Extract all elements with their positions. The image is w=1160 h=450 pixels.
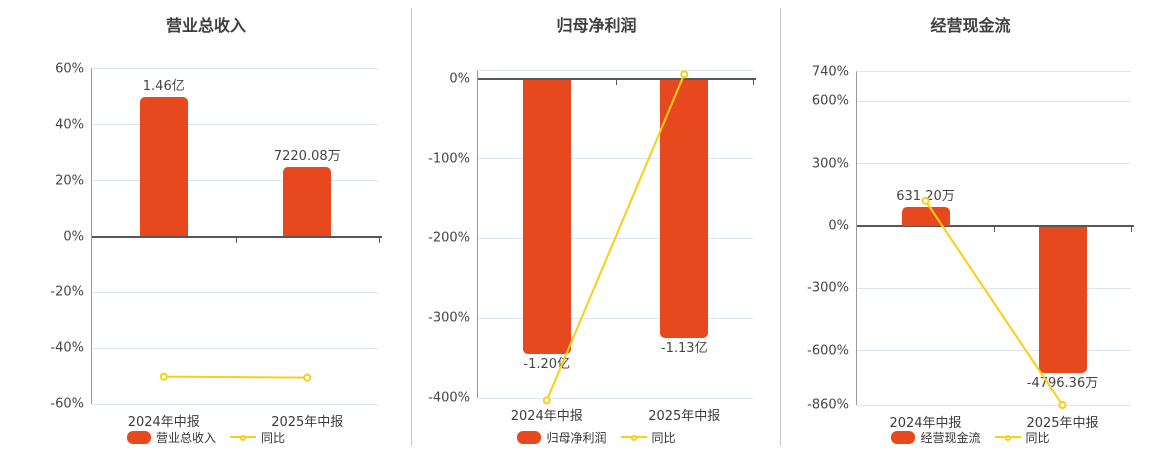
yoy-marker[interactable] [159, 372, 168, 381]
gridline [478, 317, 753, 319]
plot-area: 2024年中报 2025年中报 60% 40% 20% 0% -20% -40% -60% 1… [50, 63, 382, 430]
x-axis-label: 2025年中报 [1026, 416, 1099, 431]
category-axis-tick [615, 79, 617, 85]
legend-line-icon [230, 432, 256, 443]
y-axis-label: -400% [428, 390, 470, 406]
x-axis-label: 2024年中报 [889, 416, 962, 431]
y-axis-label: 300% [811, 156, 849, 172]
panel-title: 经营现金流 [930, 16, 1011, 35]
plot-area: 2024年中报 2025年中报 0% -100% -200% -300% -400% -1… [428, 70, 756, 424]
revenue-panel: 营业总收入 2024年中报 2025年中报 60% 40% 20% 0% -20% -40… [0, 0, 412, 450]
bar-2025年中报[interactable] [283, 166, 332, 237]
zero-axis-line [478, 77, 756, 80]
yoy-marker[interactable] [680, 70, 689, 79]
bar-value-label: -4796.36万 [1026, 376, 1099, 392]
legend: 归母净利润 同比 [412, 429, 781, 446]
legend-bar-swatch-icon [126, 431, 151, 444]
legend-line-icon [620, 432, 647, 443]
category-axis-tick [753, 79, 754, 85]
y-axis-label: -300% [807, 280, 849, 296]
legend-item-line[interactable]: 同比 [230, 429, 285, 446]
gridline [478, 158, 753, 160]
x-axis-label: 2024年中报 [127, 415, 200, 430]
gridline [92, 347, 379, 349]
y-axis-label: 40% [55, 117, 84, 133]
x-axis-label: 2025年中报 [271, 415, 344, 430]
bar-value-label: -1.20亿 [523, 357, 571, 373]
y-axis-label: 0% [63, 229, 84, 244]
y-axis-label: -100% [428, 151, 470, 167]
panel-title: 归母净利润 [556, 16, 637, 35]
gridline [478, 397, 753, 399]
bar-value-label: -1.13亿 [660, 341, 708, 357]
y-axis-label: 0% [828, 218, 849, 234]
zero-axis-line [857, 225, 1134, 227]
bar-2024年中报[interactable] [139, 96, 188, 237]
bar-value-label: 631.20万 [896, 188, 955, 204]
y-axis-label: 60% [55, 61, 84, 77]
y-axis-label: -60% [50, 396, 84, 412]
legend: 营业总收入 同比 [0, 429, 412, 446]
legend: 经营现金流 同比 [781, 429, 1160, 446]
yoy-line [159, 372, 312, 382]
y-axis-label: 20% [55, 173, 84, 189]
bar-2025年中报[interactable] [1038, 227, 1087, 374]
legend-bar-swatch-icon [517, 431, 542, 444]
y-axis-label: -300% [428, 310, 470, 326]
y-axis-label: -600% [807, 343, 849, 359]
bar-2025年中报[interactable] [660, 79, 709, 339]
category-axis-tick [994, 227, 995, 232]
gridline [857, 350, 1131, 352]
panel-title: 营业总收入 [165, 16, 246, 35]
legend-item-bar[interactable]: 归母净利润 [517, 429, 607, 446]
legend-label: 归母净利润 [546, 431, 607, 445]
gridline [92, 180, 379, 182]
y-axis-label: -860% [807, 397, 849, 413]
legend-label: 经营现金流 [920, 431, 981, 445]
legend-line-icon [994, 432, 1021, 443]
legend-label: 同比 [261, 431, 286, 445]
net-profit-panel: 归母净利润 2024年中报 2025年中报 0% -100% -200% -300% -… [412, 0, 781, 450]
yoy-marker[interactable] [542, 396, 551, 405]
bar-2024年中报[interactable] [522, 79, 571, 355]
legend-label: 同比 [1025, 431, 1050, 445]
x-axis-label: 2025年中报 [648, 409, 721, 424]
category-axis-tick [379, 237, 380, 243]
bar-value-label: 1.46亿 [142, 78, 185, 94]
gridline [92, 124, 379, 126]
legend-item-line[interactable]: 同比 [620, 429, 676, 446]
bar-value-label: 7220.08万 [273, 148, 341, 164]
gridline [857, 404, 1131, 406]
category-axis-tick [1131, 227, 1132, 232]
gridline [857, 287, 1131, 289]
yoy-line [921, 196, 1067, 409]
legend-item-bar[interactable]: 营业总收入 [126, 429, 216, 446]
gridline [857, 163, 1131, 165]
legend-bar-swatch-icon [891, 431, 916, 444]
yoy-marker[interactable] [1058, 401, 1067, 409]
legend-label: 营业总收入 [155, 431, 216, 445]
yoy-line [542, 70, 689, 405]
category-axis-tick [235, 237, 237, 243]
yoy-marker[interactable] [303, 373, 312, 382]
y-axis-label: 0% [449, 71, 470, 87]
gridline [92, 403, 379, 405]
gridline [92, 291, 379, 293]
legend-item-bar[interactable]: 经营现金流 [891, 429, 981, 446]
yoy-marker[interactable] [921, 196, 930, 205]
legend-item-line[interactable]: 同比 [994, 429, 1050, 446]
y-axis-label: -20% [50, 284, 84, 300]
y-axis-label: 600% [811, 93, 849, 109]
plot-area: 2024年中报 2025年中报 740% 600% 300% 0% -300% -600%… [807, 66, 1134, 431]
x-axis-label: 2024年中报 [510, 409, 583, 424]
operating-cash-flow-panel: 经营现金流 2024年中报 2025年中报 740% 600% 300% 0% -300… [781, 0, 1160, 450]
gridline [857, 100, 1131, 102]
y-axis-label: -200% [428, 230, 470, 246]
legend-label: 同比 [651, 431, 676, 445]
bar-2024年中报[interactable] [901, 206, 950, 226]
zero-axis-line [92, 235, 382, 238]
y-axis-label: 740% [811, 64, 849, 80]
y-axis-label: -40% [50, 340, 84, 356]
